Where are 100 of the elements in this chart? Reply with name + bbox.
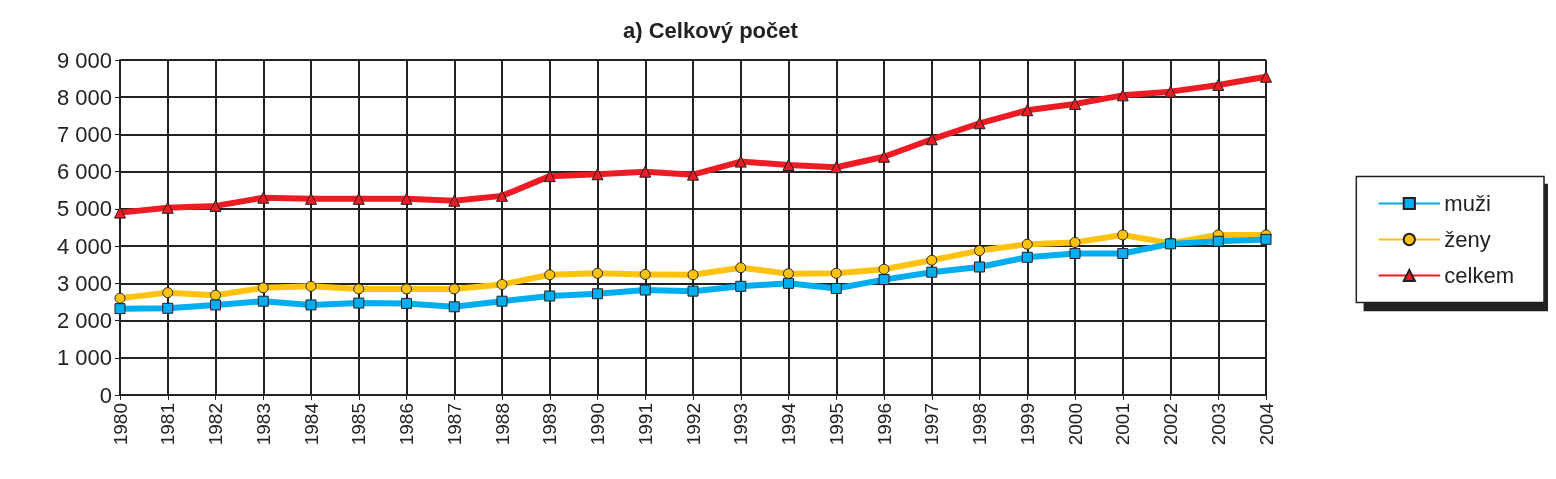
x-tick-label: 1982 [205, 403, 226, 446]
x-tick-label: 1994 [778, 402, 799, 446]
point [448, 194, 461, 207]
x-tick-label: 1980 [109, 403, 131, 446]
y-tick-label: 1 000 [56, 345, 112, 371]
point [401, 297, 412, 309]
point [305, 280, 317, 292]
y-tick-label: 3 000 [56, 270, 112, 296]
y-tick-label: 0 [99, 382, 112, 408]
point [592, 288, 603, 300]
point [1021, 104, 1034, 117]
point [114, 206, 126, 219]
point [400, 192, 413, 205]
point [878, 274, 890, 286]
point [257, 295, 269, 307]
x-tick-label: 2004 [1255, 402, 1277, 446]
point [162, 302, 174, 314]
point [639, 284, 651, 296]
point [1260, 233, 1272, 245]
point [973, 117, 986, 130]
point [735, 262, 747, 274]
x-tick-label: 2000 [1064, 403, 1086, 446]
point [1116, 89, 1129, 102]
x-tick-label: 1999 [1016, 403, 1038, 446]
point [353, 297, 365, 309]
point [496, 278, 508, 290]
point [925, 133, 938, 146]
point [1212, 235, 1224, 247]
y-tick-label: 8 000 [56, 84, 112, 110]
point [305, 192, 317, 205]
point [448, 301, 460, 313]
point [926, 266, 938, 278]
point [210, 299, 221, 311]
point [543, 170, 556, 183]
legend-label: ženy [1444, 227, 1491, 252]
point [592, 267, 603, 279]
point [639, 268, 651, 280]
point [687, 285, 699, 297]
x-tick-label: 1984 [300, 402, 322, 446]
point [114, 303, 126, 315]
point [352, 192, 365, 205]
point [496, 295, 508, 307]
point [305, 299, 317, 311]
point [210, 289, 221, 301]
point [1212, 78, 1225, 91]
point [401, 283, 412, 295]
point [1117, 229, 1129, 241]
point [878, 263, 890, 275]
point [353, 283, 365, 295]
point [1260, 70, 1272, 83]
point [1021, 238, 1033, 250]
point [1117, 248, 1129, 260]
y-tick-label: 6 000 [56, 159, 112, 185]
point [830, 283, 842, 295]
legend-label: celkem [1444, 263, 1514, 288]
point [1164, 85, 1177, 98]
point [448, 283, 460, 295]
x-tick-label: 1987 [443, 403, 465, 446]
x-tick-label: 1992 [682, 403, 704, 446]
point [830, 267, 842, 279]
x-tick-label: 1990 [587, 403, 608, 446]
point [878, 150, 890, 163]
point [783, 277, 794, 289]
x-tick-label: 2003 [1207, 403, 1229, 446]
point [926, 254, 938, 266]
y-tick-label: 5 000 [56, 196, 112, 222]
x-tick-label: 1991 [634, 403, 656, 446]
x-tick-label: 1993 [730, 403, 752, 446]
point [687, 168, 699, 181]
point [1021, 251, 1033, 263]
x-tick-label: 1997 [921, 403, 943, 446]
point [783, 268, 794, 280]
y-tick-label: 7 000 [56, 121, 112, 147]
point [1069, 236, 1081, 248]
x-tick-label: 1998 [969, 403, 990, 446]
y-tick-label: 9 000 [56, 47, 112, 73]
y-tick-label: 2 000 [56, 308, 112, 334]
point [735, 280, 747, 292]
x-tick-label: 1983 [252, 403, 274, 446]
point [1069, 248, 1081, 260]
chart-title: a) Celkový počet [623, 17, 799, 43]
point [544, 290, 556, 302]
x-tick-label: 1996 [873, 403, 895, 446]
y-tick-label: 4 000 [56, 233, 112, 259]
x-tick-label: 1995 [825, 403, 847, 446]
point [544, 269, 556, 281]
point [591, 168, 604, 181]
x-tick-label: 1985 [348, 403, 370, 446]
point [830, 161, 843, 174]
point [209, 199, 222, 212]
point [639, 165, 652, 178]
x-tick-label: 1981 [157, 403, 179, 446]
point [974, 245, 985, 257]
point [257, 282, 269, 294]
x-tick-label: 2001 [1112, 403, 1134, 446]
x-tick-label: 1989 [539, 403, 561, 446]
point [162, 287, 174, 299]
x-tick-label: 2002 [1160, 403, 1181, 446]
point [496, 189, 508, 202]
point [734, 155, 747, 168]
